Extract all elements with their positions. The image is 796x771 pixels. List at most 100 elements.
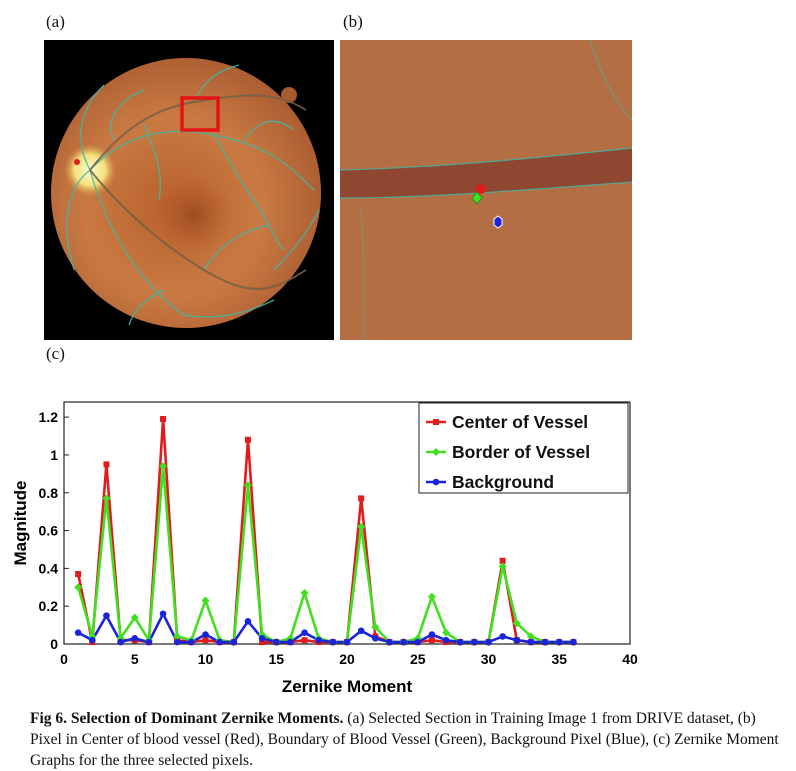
data-point-2 xyxy=(386,638,393,646)
data-point-1 xyxy=(526,632,535,641)
zernike-chart-svg: 0 0.2 0.4 0.6 0.8 1 1.2 0 5 10 15 20 25 30 35 40 Zerni… xyxy=(11,401,638,696)
data-point-1 xyxy=(357,522,366,531)
data-point-2 xyxy=(570,638,577,646)
data-point-1 xyxy=(498,562,507,571)
data-point-2 xyxy=(272,638,280,646)
y-tick-label: 0.4 xyxy=(39,560,59,576)
data-point-2 xyxy=(513,636,521,644)
background-pixel-marker xyxy=(493,215,503,229)
data-point-2 xyxy=(485,638,492,646)
center-pixel-marker xyxy=(476,184,486,194)
data-point-2 xyxy=(301,629,308,636)
data-point-1 xyxy=(130,613,139,622)
x-tick-label: 30 xyxy=(481,651,497,667)
data-point-2 xyxy=(103,612,110,619)
border-pixel-marker xyxy=(471,191,483,205)
y-tick-label: 1 xyxy=(50,447,58,463)
y-tick-label: 0.8 xyxy=(39,485,59,501)
data-point-2 xyxy=(400,638,407,646)
data-point-0 xyxy=(244,436,251,443)
x-tick-label: 5 xyxy=(131,651,139,667)
x-tick-label: 0 xyxy=(60,651,68,667)
selected-section-box xyxy=(180,96,220,132)
data-point-1 xyxy=(512,619,521,628)
panel-label-b: (b) xyxy=(343,12,363,31)
data-point-1 xyxy=(173,632,182,641)
data-point-2 xyxy=(456,638,464,646)
zoom-illustration xyxy=(340,40,632,340)
retina-illustration xyxy=(51,58,321,328)
y-tick-label: 1.2 xyxy=(39,409,59,425)
panel-label-c: (c) xyxy=(46,344,65,363)
panel-label-a: (a) xyxy=(46,12,65,31)
x-axis-label: Zernike Moment xyxy=(282,677,413,696)
data-point-1 xyxy=(159,462,168,471)
data-point-2 xyxy=(244,618,252,625)
caption-text: (a) Selected Section in Training Image 1… xyxy=(30,710,779,769)
data-point-2 xyxy=(541,638,549,646)
y-tick-label: 0.6 xyxy=(39,523,59,539)
legend-marker xyxy=(432,478,440,486)
data-point-1 xyxy=(371,622,380,631)
data-point-2 xyxy=(202,631,209,638)
data-point-1 xyxy=(427,592,436,601)
data-point-2 xyxy=(230,638,238,646)
x-tick-label: 40 xyxy=(622,651,638,667)
data-point-1 xyxy=(102,494,111,503)
data-point-0 xyxy=(358,495,365,502)
zernike-chart: 0 0.2 0.4 0.6 0.8 1 1.2 0 5 10 15 20 25 30 35 40 Zerni… xyxy=(0,380,796,700)
data-point-1 xyxy=(201,596,210,605)
data-point-0 xyxy=(499,557,506,564)
y-axis-label: Magnitude xyxy=(11,481,30,566)
data-point-2 xyxy=(188,638,195,646)
data-point-2 xyxy=(117,638,124,646)
data-point-2 xyxy=(74,629,82,636)
retina-fundus-image xyxy=(44,40,334,340)
data-point-2 xyxy=(372,635,379,642)
x-tick-label: 25 xyxy=(410,651,426,667)
zoomed-section-image xyxy=(340,40,632,340)
data-point-2 xyxy=(357,627,365,635)
data-point-2 xyxy=(173,638,181,646)
legend-marker xyxy=(432,448,440,456)
data-point-0 xyxy=(202,637,209,644)
x-tick-label: 20 xyxy=(339,651,355,667)
data-point-0 xyxy=(75,571,82,578)
chart-legend: Center of Vessel Border of Vessel Backgrou… xyxy=(418,402,629,494)
data-point-2 xyxy=(527,638,535,646)
x-tick-label: 35 xyxy=(551,651,567,667)
data-point-2 xyxy=(343,638,351,646)
data-point-0 xyxy=(103,461,110,468)
x-tick-label: 15 xyxy=(268,651,284,667)
data-point-2 xyxy=(315,636,323,644)
data-point-2 xyxy=(145,638,153,646)
optic-disc-marker xyxy=(74,159,80,165)
legend-label: Border of Vessel xyxy=(452,442,590,462)
data-point-2 xyxy=(89,636,96,644)
data-point-0 xyxy=(301,637,308,644)
data-point-2 xyxy=(258,635,266,642)
data-point-1 xyxy=(74,583,83,592)
legend-marker xyxy=(433,419,439,425)
data-point-0 xyxy=(160,416,167,423)
legend-label: Background xyxy=(452,472,554,492)
y-tick-label: 0 xyxy=(50,636,58,652)
x-tick-label: 10 xyxy=(198,651,214,667)
data-point-2 xyxy=(471,638,478,646)
data-point-0 xyxy=(428,637,435,644)
y-tick-label: 0.2 xyxy=(39,598,59,614)
data-point-2 xyxy=(442,636,450,644)
figure-caption: Fig 6. Selection of Dominant Zernike Mom… xyxy=(30,708,780,771)
data-point-2 xyxy=(216,638,223,646)
data-point-2 xyxy=(131,635,139,642)
data-point-1 xyxy=(442,628,451,637)
data-point-1 xyxy=(243,481,252,490)
data-point-0 xyxy=(259,639,266,646)
data-point-2 xyxy=(329,638,337,646)
data-point-2 xyxy=(287,638,294,646)
data-point-2 xyxy=(555,638,563,646)
data-point-2 xyxy=(414,638,422,646)
legend-label: Center of Vessel xyxy=(452,412,588,432)
legend-box xyxy=(418,402,629,494)
caption-title: Fig 6. Selection of Dominant Zernike Mom… xyxy=(30,710,344,727)
